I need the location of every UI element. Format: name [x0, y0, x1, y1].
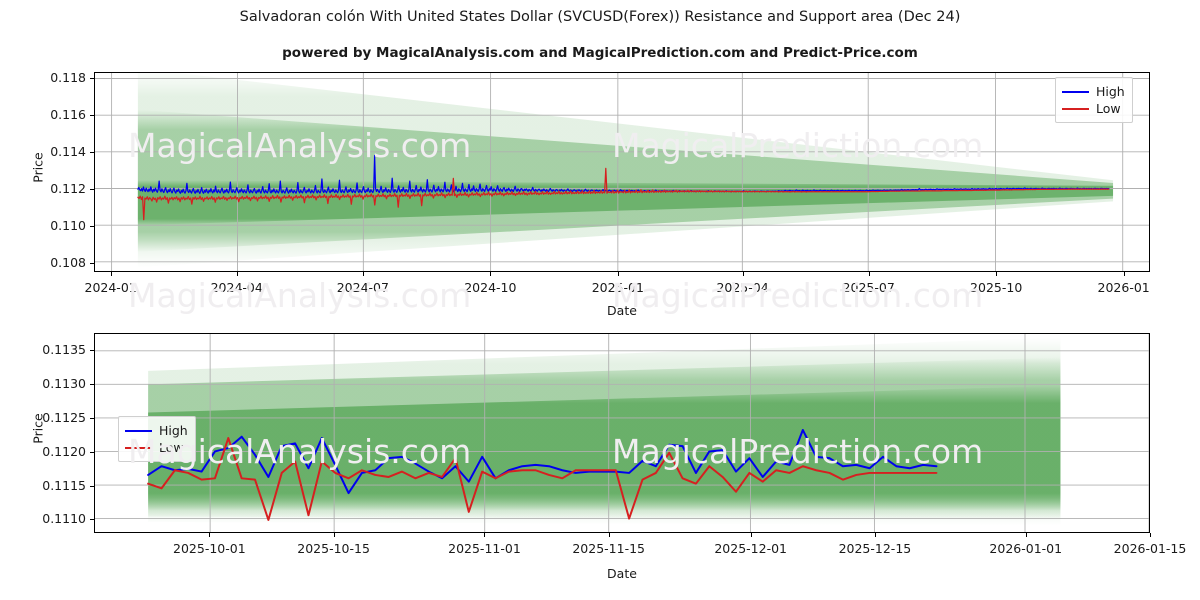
y-tick-label: 0.114	[50, 143, 86, 159]
x-tick-mark	[333, 533, 335, 537]
y-tick-label: 0.112	[50, 180, 86, 196]
x-tick-mark	[209, 533, 211, 537]
chart-detail	[94, 333, 1150, 533]
legend-swatch-low	[1062, 107, 1089, 110]
legend-item-low[interactable]: Low	[1062, 100, 1125, 117]
x-tick-label: 2025-12-15	[838, 541, 912, 556]
y-tick-mark	[90, 519, 94, 521]
x-tick-label: 2024-10	[464, 280, 517, 295]
y-tick-label: 0.1115	[42, 477, 86, 493]
legend-label-low: Low	[1096, 101, 1121, 116]
y-tick-label: 0.110	[50, 217, 86, 233]
legend-swatch-high	[125, 429, 152, 432]
y-tick-label: 0.108	[50, 254, 86, 270]
x-tick-mark	[874, 533, 876, 537]
x-tick-mark	[608, 533, 610, 537]
y-tick-mark	[90, 417, 94, 419]
legend-swatch-low	[125, 446, 152, 449]
plot-area-overview	[94, 72, 1150, 272]
legend-detail[interactable]: High Low	[118, 416, 196, 462]
x-axis-label-overview: Date	[607, 303, 637, 318]
x-tick-mark	[484, 533, 486, 537]
y-tick-label: 0.1135	[42, 341, 86, 357]
y-tick-label: 0.1125	[42, 409, 86, 425]
x-tick-label: 2025-12-01	[714, 541, 787, 556]
y-tick-label: 0.1110	[42, 511, 86, 527]
page-subtitle: powered by MagicalAnalysis.com and Magic…	[282, 45, 918, 61]
plot-area-detail	[94, 333, 1150, 533]
y-tick-mark	[90, 114, 94, 116]
y-tick-mark	[90, 383, 94, 385]
x-tick-mark	[750, 533, 752, 537]
y-tick-label: 0.1120	[42, 443, 86, 459]
y-tick-label: 0.118	[50, 69, 86, 85]
x-tick-label: 2026-01-01	[989, 541, 1063, 556]
legend-item-high[interactable]: High	[125, 422, 188, 439]
legend-label-high: High	[159, 423, 188, 438]
y-tick-label: 0.1130	[42, 375, 86, 391]
x-tick-mark	[1150, 533, 1151, 537]
legend-item-low[interactable]: Low	[125, 439, 188, 456]
x-tick-label: 2025-11-01	[448, 541, 521, 556]
y-tick-mark	[90, 262, 94, 264]
y-tick-mark	[90, 77, 94, 79]
x-tick-label: 2026-01	[1097, 280, 1150, 295]
legend-label-high: High	[1096, 84, 1125, 99]
detail-plot-svg	[95, 334, 1149, 532]
y-tick-mark	[90, 151, 94, 153]
x-tick-mark	[617, 272, 619, 276]
x-tick-label: 2025-10	[970, 280, 1023, 295]
x-tick-label: 2025-10-15	[297, 541, 370, 556]
y-tick-mark	[90, 485, 94, 487]
y-tick-mark	[90, 225, 94, 227]
legend-item-high[interactable]: High	[1062, 83, 1125, 100]
x-tick-label: 2026-01-15	[1113, 541, 1187, 556]
x-tick-mark	[868, 272, 870, 276]
y-tick-mark	[90, 451, 94, 453]
overview-plot-svg	[95, 73, 1149, 271]
x-tick-label: 2025-10-01	[173, 541, 246, 556]
y-tick-label: 0.116	[50, 106, 86, 122]
x-tick-label: 2025-01	[591, 280, 644, 295]
y-tick-mark	[90, 188, 94, 190]
x-tick-label: 2024-07	[336, 280, 389, 295]
x-tick-mark	[236, 272, 238, 276]
chart-overview	[94, 72, 1150, 272]
x-tick-mark	[110, 272, 112, 276]
x-tick-label: 2024-04	[210, 280, 263, 295]
x-tick-label: 2024-01	[84, 280, 137, 295]
x-tick-label: 2025-07	[842, 280, 895, 295]
x-tick-mark	[490, 272, 492, 276]
x-axis-label-detail: Date	[607, 566, 637, 581]
legend-swatch-high	[1062, 90, 1089, 93]
x-tick-label: 2025-04	[716, 280, 769, 295]
legend-overview[interactable]: High Low	[1055, 77, 1133, 123]
legend-label-low: Low	[159, 440, 184, 455]
x-tick-mark	[362, 272, 364, 276]
y-tick-mark	[90, 349, 94, 351]
page-title: Salvadoran colón With United States Doll…	[239, 9, 961, 25]
x-tick-mark	[996, 272, 998, 276]
x-tick-label: 2025-11-15	[572, 541, 646, 556]
x-tick-mark	[742, 272, 744, 276]
x-tick-mark	[1123, 272, 1125, 276]
x-tick-mark	[1025, 533, 1027, 537]
